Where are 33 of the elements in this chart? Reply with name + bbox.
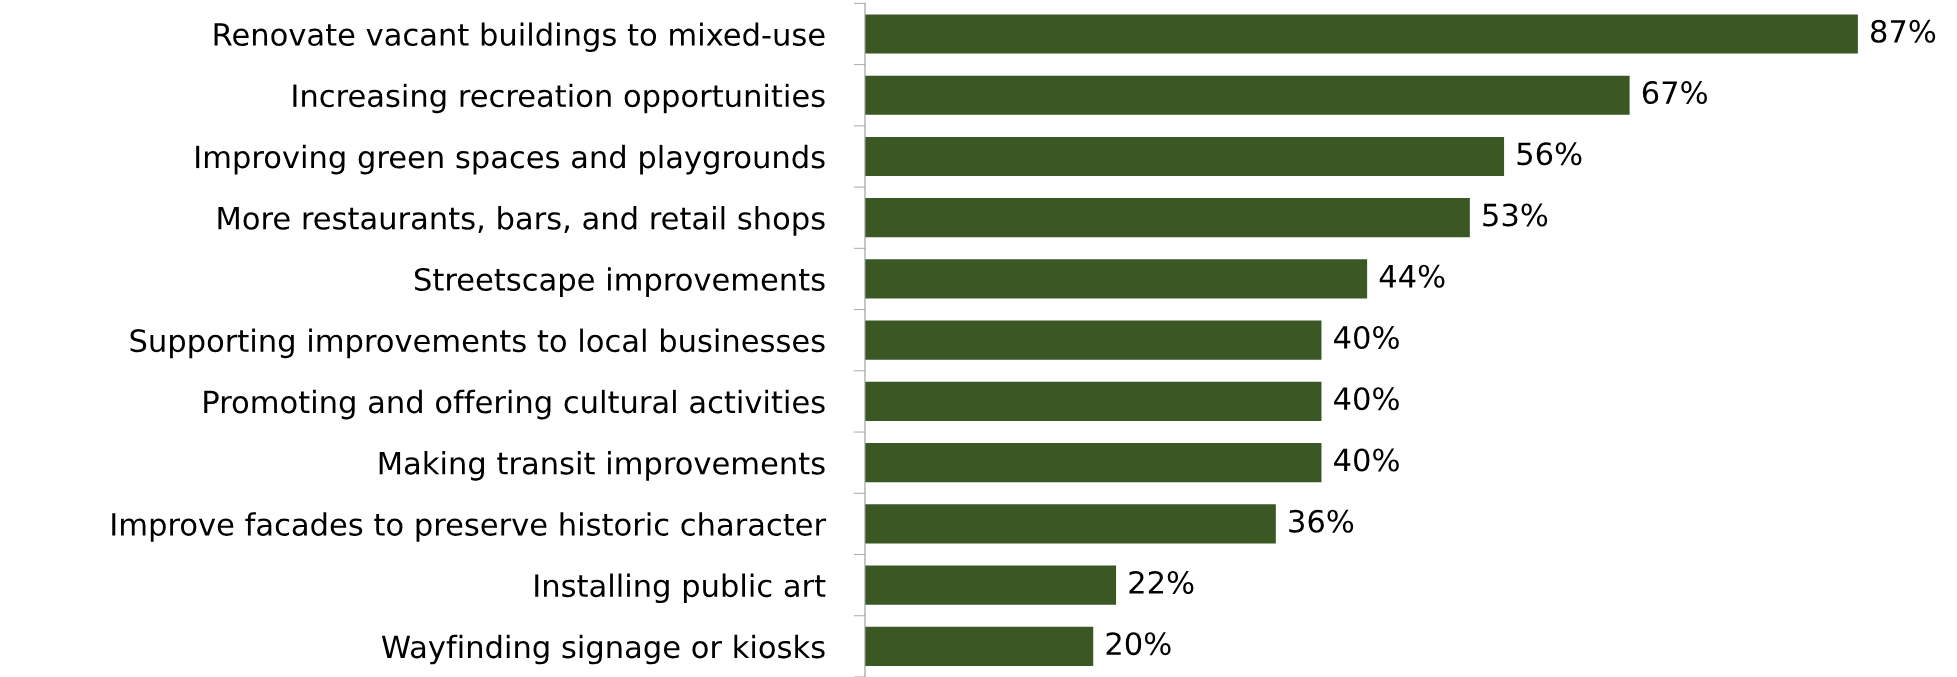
bar [864,504,1276,544]
data-label: 40% [1334,387,1399,411]
data-label: 56% [1517,142,1582,166]
bar [864,259,1368,299]
bar [864,320,1322,360]
y-tick-label: Promoting and offering cultural activities [204,389,825,420]
data-label: 44% [1379,264,1445,288]
bar [864,443,1322,483]
data-label: 40% [1334,325,1399,350]
data-label: 20% [1106,632,1171,656]
y-tick-label: Making transit improvements [379,451,825,481]
data-label: 36% [1289,509,1354,533]
y-tick-label: Installing public art [535,573,826,604]
data-label: 53% [1483,203,1548,227]
y-tick-label: Supporting improvements to local businesses [130,328,825,359]
bar [864,626,1094,666]
y-tick-label: More restaurants, bars, and retail shops [218,206,825,236]
bar [864,565,1117,605]
data-label: 40% [1334,448,1399,472]
bar [864,198,1470,238]
bar [864,14,1858,54]
y-tick-label: Wayfinding signage or kiosks [381,634,825,665]
bar [864,75,1630,115]
y-tick-label: Streetscape improvements [415,267,825,297]
data-label: 67% [1642,81,1707,105]
data-label: 22% [1129,570,1194,595]
bar [864,136,1505,177]
y-tick-label: Renovate vacant buildings to mixed-use [214,22,825,52]
y-tick-label: Increasing recreation opportunities [293,83,825,114]
bar [864,381,1322,422]
data-label: 87% [1871,19,1936,43]
y-tick-label: Improve facades to preserve historic character [112,512,827,542]
y-tick-label: Improving green spaces and playgrounds [196,144,825,175]
